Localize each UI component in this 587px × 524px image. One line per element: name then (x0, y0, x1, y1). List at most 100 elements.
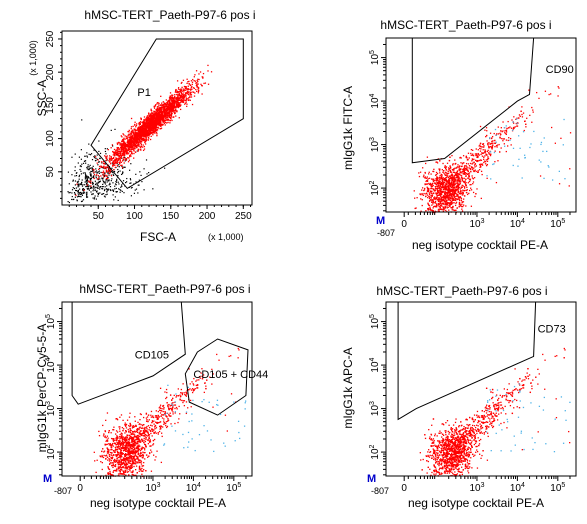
event-point (475, 160, 478, 162)
event-point (425, 162, 427, 165)
event-point (466, 173, 468, 175)
event-point (124, 146, 126, 148)
event-point (165, 119, 167, 121)
event-point (141, 124, 143, 127)
event-point (484, 155, 486, 157)
event-point (90, 153, 93, 155)
event-point (446, 195, 449, 197)
event-point (145, 129, 148, 131)
event-point (124, 142, 127, 145)
event-point (99, 157, 101, 160)
event-point (134, 151, 137, 153)
event-point (455, 185, 458, 188)
event-point (463, 204, 465, 206)
event-point (446, 193, 449, 195)
event-point (152, 119, 155, 121)
event-point (476, 159, 479, 162)
event-point (453, 187, 455, 189)
event-point (484, 151, 486, 154)
event-point (96, 174, 98, 176)
event-point (423, 174, 425, 176)
event-point (172, 100, 174, 102)
event-point (454, 172, 457, 174)
event-point (122, 152, 124, 154)
event-point (157, 127, 160, 129)
event-point (122, 171, 124, 173)
outlier-point (568, 185, 570, 187)
y-tick-label: 105 (369, 50, 381, 65)
event-point (442, 171, 444, 173)
event-point (163, 121, 165, 123)
event-point (133, 140, 136, 142)
event-point (454, 196, 456, 198)
event-point (448, 196, 450, 198)
event-point (467, 170, 469, 173)
event-point (483, 158, 485, 160)
event-point (180, 95, 182, 97)
event-point (88, 153, 90, 155)
event-point (438, 187, 440, 190)
event-point (438, 197, 440, 199)
event-point (133, 134, 135, 136)
event-point (138, 143, 140, 145)
event-point (172, 116, 174, 118)
event-point (117, 174, 119, 177)
event-point (88, 189, 90, 191)
event-point (441, 205, 443, 207)
event-point (189, 93, 192, 95)
event-point (487, 158, 489, 161)
event-point (492, 144, 494, 146)
event-point (162, 104, 165, 106)
event-point (452, 175, 454, 177)
event-point (94, 171, 96, 173)
event-point (152, 132, 155, 134)
event-point (74, 196, 76, 198)
event-point (144, 124, 146, 127)
event-point (490, 153, 492, 155)
event-point (169, 119, 171, 122)
event-point (439, 184, 442, 186)
event-point (148, 119, 151, 121)
y-tick-label: 150 (45, 97, 56, 114)
event-point (463, 180, 465, 183)
event-point (137, 127, 139, 130)
event-point (173, 107, 175, 109)
outlier-point (558, 183, 561, 185)
event-point (172, 411, 174, 413)
event-point (166, 116, 168, 118)
event-point (91, 171, 93, 173)
event-point (491, 146, 494, 149)
event-point (484, 149, 486, 151)
event-point (133, 144, 135, 146)
event-point (171, 101, 174, 103)
outlier-point (519, 147, 521, 149)
event-point (440, 196, 442, 198)
event-point (72, 180, 74, 182)
event-point (77, 192, 79, 194)
event-point (461, 201, 463, 203)
event-point (140, 118, 142, 121)
event-point (164, 102, 166, 104)
event-point (127, 143, 129, 145)
event-point (150, 121, 152, 123)
event-point (426, 186, 428, 188)
event-point (428, 188, 430, 190)
event-point (119, 188, 121, 191)
event-point (479, 166, 481, 168)
event-point (122, 142, 125, 144)
event-point (175, 90, 177, 92)
event-point (125, 158, 127, 160)
event-point (90, 186, 92, 188)
event-point (171, 119, 173, 122)
event-point (446, 175, 448, 177)
event-point (463, 177, 465, 180)
event-point (95, 186, 97, 188)
event-point (168, 99, 170, 101)
event-point (499, 134, 502, 136)
event-point (116, 179, 118, 182)
event-point (77, 194, 80, 196)
event-point (97, 183, 99, 185)
event-point (464, 195, 466, 197)
event-point (163, 112, 166, 114)
event-point (123, 151, 126, 154)
